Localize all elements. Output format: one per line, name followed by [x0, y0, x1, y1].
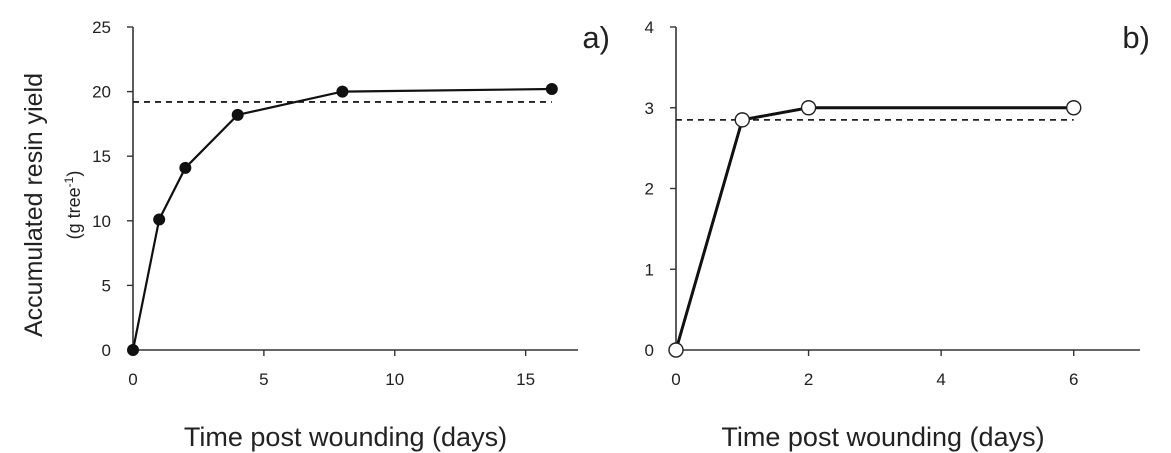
y-axis-units-prefix: (g tree [64, 187, 84, 239]
data-point [668, 342, 684, 358]
y-tick-label: 2 [645, 180, 654, 199]
x-tick-label: 10 [385, 370, 404, 389]
data-point [545, 83, 558, 96]
x-tick-label: 4 [936, 370, 945, 389]
x-tick-label: 5 [259, 370, 268, 389]
y-tick-label: 5 [102, 276, 111, 295]
panel-label: b) [1122, 20, 1150, 55]
x-tick-label: 6 [1069, 370, 1078, 389]
x-tick-label: 15 [516, 370, 535, 389]
y-tick-label: 3 [645, 99, 654, 118]
y-tick-label: 20 [92, 83, 111, 102]
series-line [131, 87, 552, 351]
y-axis-units: (g tree-1) [62, 171, 84, 240]
panel-b: 0 1 2 3 4 0 2 4 6 Time post wounding (days) b) [645, 18, 1150, 452]
panel-label: a) [582, 20, 610, 55]
y-axis-title: Accumulated resin yield [20, 73, 48, 337]
data-point [800, 100, 817, 116]
data-point [1066, 100, 1082, 116]
series-line [674, 106, 1074, 351]
y-tick-label: 10 [92, 212, 111, 231]
x-tick-label: 0 [671, 370, 680, 389]
y-tick-label: 25 [92, 18, 111, 37]
y-tick-label: 0 [645, 341, 654, 360]
x-tick-label: 0 [128, 370, 137, 389]
data-point [231, 108, 244, 121]
data-point [179, 161, 192, 174]
y-axis-units-sup: -1 [62, 176, 76, 187]
y-tick-label: 4 [645, 18, 654, 37]
data-point [153, 213, 166, 226]
y-tick-label: 1 [645, 260, 654, 279]
panel-a: 0 5 10 15 20 25 0 5 10 15 Time post wounding (days… [92, 18, 610, 452]
y-axis-units-suffix: ) [64, 171, 84, 177]
data-point [336, 85, 349, 98]
x-axis-title: Time post wounding (days) [721, 422, 1044, 452]
data-point [734, 112, 750, 128]
y-tick-label: 15 [92, 147, 111, 166]
x-axis-title: Time post wounding (days) [184, 422, 507, 452]
x-tick-label: 2 [804, 370, 813, 389]
y-tick-label: 0 [102, 341, 111, 360]
data-point [127, 344, 139, 356]
